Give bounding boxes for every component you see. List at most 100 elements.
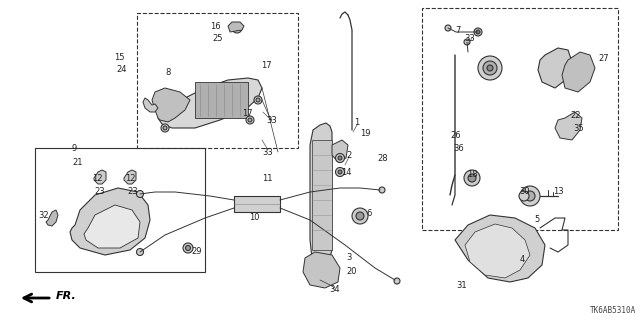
Text: 23: 23 bbox=[128, 188, 138, 196]
Circle shape bbox=[338, 170, 342, 174]
Text: 15: 15 bbox=[114, 52, 124, 61]
Text: 30: 30 bbox=[520, 188, 531, 196]
Polygon shape bbox=[465, 224, 530, 278]
Text: 11: 11 bbox=[262, 173, 272, 182]
Circle shape bbox=[520, 186, 540, 206]
Circle shape bbox=[519, 191, 529, 201]
Text: 32: 32 bbox=[38, 211, 49, 220]
Text: 20: 20 bbox=[347, 268, 357, 276]
Circle shape bbox=[246, 116, 254, 124]
Text: 13: 13 bbox=[553, 188, 563, 196]
Circle shape bbox=[468, 174, 476, 182]
Text: 36: 36 bbox=[454, 143, 465, 153]
Text: 21: 21 bbox=[73, 157, 83, 166]
Polygon shape bbox=[152, 88, 190, 122]
Polygon shape bbox=[455, 215, 545, 282]
Circle shape bbox=[464, 170, 480, 186]
Circle shape bbox=[379, 187, 385, 193]
Text: 8: 8 bbox=[165, 68, 171, 76]
Polygon shape bbox=[84, 205, 140, 248]
Text: 6: 6 bbox=[366, 209, 372, 218]
Polygon shape bbox=[310, 123, 332, 274]
Circle shape bbox=[316, 264, 324, 272]
Text: 10: 10 bbox=[249, 213, 259, 222]
Circle shape bbox=[394, 278, 400, 284]
Circle shape bbox=[335, 167, 344, 177]
Circle shape bbox=[234, 26, 239, 30]
Text: 29: 29 bbox=[192, 247, 202, 257]
Text: 34: 34 bbox=[330, 285, 340, 294]
Text: 27: 27 bbox=[598, 53, 609, 62]
Polygon shape bbox=[158, 78, 262, 128]
Text: 14: 14 bbox=[340, 167, 351, 177]
Text: 16: 16 bbox=[210, 21, 220, 30]
Bar bbox=[195, 82, 248, 118]
Circle shape bbox=[256, 98, 260, 102]
Circle shape bbox=[186, 245, 191, 251]
Text: 31: 31 bbox=[457, 281, 467, 290]
Circle shape bbox=[136, 249, 143, 255]
Text: 33: 33 bbox=[267, 116, 277, 124]
Text: 33: 33 bbox=[465, 34, 476, 43]
Polygon shape bbox=[562, 52, 595, 92]
Polygon shape bbox=[124, 170, 136, 184]
Bar bbox=[312, 140, 332, 250]
Circle shape bbox=[476, 30, 480, 34]
Circle shape bbox=[248, 118, 252, 122]
Polygon shape bbox=[555, 112, 582, 140]
Text: 9: 9 bbox=[72, 143, 77, 153]
Text: 4: 4 bbox=[520, 255, 525, 265]
Text: 33: 33 bbox=[262, 148, 273, 156]
Circle shape bbox=[483, 61, 497, 75]
Circle shape bbox=[136, 190, 143, 197]
Circle shape bbox=[183, 243, 193, 253]
Polygon shape bbox=[70, 188, 150, 255]
Text: 12: 12 bbox=[92, 173, 102, 182]
Circle shape bbox=[445, 25, 451, 31]
Text: 26: 26 bbox=[451, 131, 461, 140]
Text: 3: 3 bbox=[346, 253, 352, 262]
Text: 28: 28 bbox=[378, 154, 388, 163]
Circle shape bbox=[232, 23, 242, 33]
Circle shape bbox=[474, 28, 482, 36]
Circle shape bbox=[487, 65, 493, 71]
Bar bbox=[234, 196, 280, 212]
Text: 2: 2 bbox=[346, 150, 351, 159]
Circle shape bbox=[161, 124, 169, 132]
Circle shape bbox=[356, 212, 364, 220]
Text: FR.: FR. bbox=[56, 291, 77, 301]
Text: 7: 7 bbox=[455, 26, 461, 35]
Circle shape bbox=[312, 260, 328, 276]
Circle shape bbox=[338, 156, 342, 160]
Text: 5: 5 bbox=[534, 215, 540, 225]
Polygon shape bbox=[94, 170, 106, 184]
Polygon shape bbox=[143, 98, 158, 112]
Polygon shape bbox=[228, 22, 244, 32]
Bar bbox=[35, 148, 205, 272]
Polygon shape bbox=[332, 140, 348, 162]
Text: 24: 24 bbox=[116, 65, 127, 74]
Text: 17: 17 bbox=[242, 108, 252, 117]
Text: 22: 22 bbox=[571, 110, 581, 119]
Circle shape bbox=[352, 208, 368, 224]
Circle shape bbox=[525, 191, 535, 201]
Polygon shape bbox=[303, 252, 340, 288]
Polygon shape bbox=[538, 48, 572, 88]
Polygon shape bbox=[46, 210, 58, 226]
Text: TK6AB5310A: TK6AB5310A bbox=[589, 306, 636, 315]
Bar bbox=[422, 8, 618, 230]
Text: 19: 19 bbox=[360, 129, 371, 138]
Text: 12: 12 bbox=[125, 173, 135, 182]
Circle shape bbox=[335, 154, 344, 163]
Text: 23: 23 bbox=[95, 188, 106, 196]
Bar bbox=[137, 13, 298, 148]
Text: 1: 1 bbox=[355, 117, 360, 126]
Text: 18: 18 bbox=[467, 170, 477, 179]
Circle shape bbox=[464, 39, 470, 45]
Circle shape bbox=[163, 126, 167, 130]
Text: 25: 25 bbox=[212, 34, 223, 43]
Text: 35: 35 bbox=[573, 124, 584, 132]
Circle shape bbox=[478, 56, 502, 80]
Circle shape bbox=[254, 96, 262, 104]
Text: 17: 17 bbox=[260, 60, 271, 69]
